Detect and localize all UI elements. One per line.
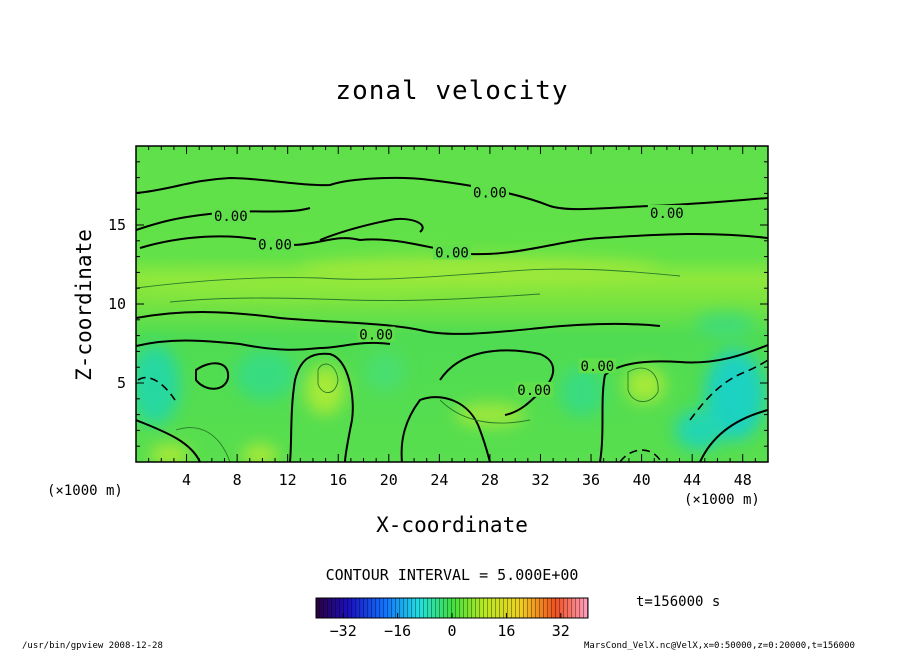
x-axis-unit-right: (×1000 m) [684, 492, 760, 508]
time-label: t=156000 s [636, 594, 721, 610]
x-tick-label: 40 [633, 471, 651, 489]
x-tick-label: 16 [329, 471, 347, 489]
x-axis-unit-left: (×1000 m) [47, 483, 123, 499]
colorbar-tick-label: 32 [552, 622, 570, 640]
colorbar-tick-label: −16 [384, 622, 411, 640]
plot-area [136, 146, 768, 462]
contour-label-bg [357, 326, 396, 342]
contour-label-bg [211, 208, 250, 224]
field-color-patches [136, 256, 765, 462]
contour-label: 0.00 [517, 383, 551, 399]
colorbar-tick-label: 0 [447, 622, 456, 640]
y-tick-label: 15 [108, 216, 126, 234]
contour-label: 0.00 [359, 328, 393, 344]
contour-label-bg [578, 358, 617, 374]
contour-label-bg [515, 381, 554, 397]
field-background [136, 146, 768, 462]
contour-label-bg [470, 184, 509, 200]
colorbar: −32 −16 0 16 32 [315, 597, 589, 640]
contour-label-bg [433, 244, 471, 260]
x-tick-label: 24 [430, 471, 448, 489]
y-tick-label: 10 [108, 295, 126, 313]
colorbar-tick-label: −32 [330, 622, 357, 640]
x-tick-label: 4 [182, 471, 191, 489]
contour-labels: 0.00 0.00 0.00 0.00 0.00 0.00 0.00 0.00 [211, 184, 686, 399]
x-tick-label: 28 [481, 471, 499, 489]
x-tick-label: 36 [582, 471, 600, 489]
colorbar-tick-label: 16 [497, 622, 515, 640]
contour-label-bg [256, 236, 295, 252]
footer-data-source: MarsCond_VelX.nc@VelX,x=0:50000,z=0:2000… [584, 641, 855, 651]
x-tick-label: 48 [734, 471, 752, 489]
contour-label: 0.00 [581, 359, 615, 375]
colorbar-bins [316, 598, 588, 618]
negative-contours [137, 359, 768, 462]
x-tick-label: 8 [233, 471, 242, 489]
x-tick-label: 12 [279, 471, 297, 489]
zero-contours [136, 176, 768, 462]
contour-interval-label: CONTOUR INTERVAL = 5.000E+00 [325, 566, 579, 584]
y-tick-label: 5 [117, 374, 126, 392]
x-axis-label: X-coordinate [376, 513, 528, 537]
footer-program-date: /usr/bin/gpview 2008-12-28 [22, 641, 163, 651]
contour-label: 0.00 [258, 238, 292, 254]
contour-label: 0.00 [473, 185, 507, 201]
x-tick-label: 20 [380, 471, 398, 489]
x-tick-label: 44 [683, 471, 701, 489]
x-tick-label: 32 [531, 471, 549, 489]
contour-label-bg [647, 204, 686, 220]
contour-label: 0.00 [650, 206, 684, 222]
contour-label: 0.00 [214, 209, 248, 225]
thin-contours [136, 268, 681, 462]
chart-title: zonal velocity [335, 76, 569, 106]
contour-label: 0.00 [435, 245, 469, 261]
